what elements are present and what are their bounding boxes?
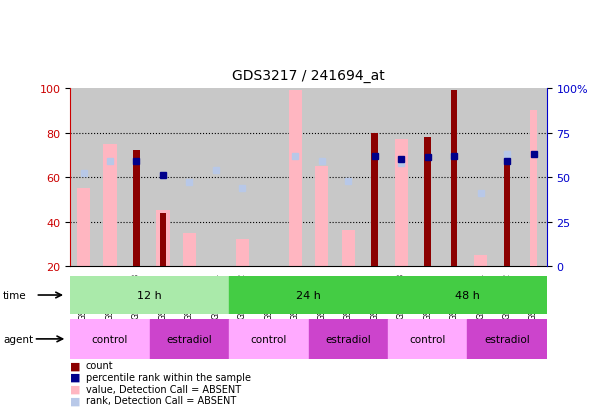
Bar: [159, 213, 166, 266]
Bar: [229, 89, 255, 266]
Text: ■: ■: [70, 361, 81, 370]
Text: control: control: [409, 334, 446, 344]
Bar: [77, 189, 90, 266]
Bar: [183, 233, 196, 266]
Text: ■: ■: [70, 384, 81, 394]
Bar: [309, 319, 388, 359]
Text: time: time: [3, 290, 27, 300]
Bar: [530, 111, 537, 266]
Bar: [123, 89, 150, 266]
Bar: [388, 89, 414, 266]
Bar: [388, 277, 547, 314]
Text: GDS3217 / 241694_at: GDS3217 / 241694_at: [232, 69, 385, 83]
Text: rank, Detection Call = ABSENT: rank, Detection Call = ABSENT: [86, 395, 236, 405]
Bar: [474, 255, 488, 266]
Bar: [521, 89, 547, 266]
Bar: [451, 91, 458, 266]
Bar: [371, 133, 378, 266]
Bar: [150, 89, 176, 266]
Bar: [229, 319, 309, 359]
Bar: [504, 164, 510, 266]
Bar: [335, 89, 362, 266]
Text: percentile rank within the sample: percentile rank within the sample: [86, 372, 251, 382]
Bar: [342, 231, 355, 266]
Bar: [467, 319, 547, 359]
Bar: [315, 166, 329, 266]
Text: ■: ■: [70, 372, 81, 382]
Bar: [494, 89, 521, 266]
Bar: [441, 89, 467, 266]
Bar: [289, 91, 302, 266]
Text: 48 h: 48 h: [455, 290, 480, 300]
Bar: [150, 319, 229, 359]
Text: 12 h: 12 h: [137, 290, 162, 300]
Text: count: count: [86, 361, 113, 370]
Bar: [255, 89, 282, 266]
Bar: [103, 144, 117, 266]
Text: estradiol: estradiol: [167, 334, 212, 344]
Text: control: control: [251, 334, 287, 344]
Text: value, Detection Call = ABSENT: value, Detection Call = ABSENT: [86, 384, 241, 394]
Bar: [467, 89, 494, 266]
Text: estradiol: estradiol: [326, 334, 371, 344]
Bar: [362, 89, 388, 266]
Text: control: control: [92, 334, 128, 344]
Bar: [282, 89, 309, 266]
Bar: [70, 89, 97, 266]
Bar: [133, 151, 140, 266]
Bar: [70, 277, 229, 314]
Bar: [97, 89, 123, 266]
Text: agent: agent: [3, 334, 33, 344]
Bar: [309, 89, 335, 266]
Bar: [229, 277, 388, 314]
Bar: [176, 89, 203, 266]
Bar: [388, 319, 467, 359]
Bar: [203, 89, 229, 266]
Text: estradiol: estradiol: [485, 334, 530, 344]
Text: ■: ■: [70, 395, 81, 405]
Bar: [70, 319, 150, 359]
Bar: [156, 211, 170, 266]
Bar: [425, 138, 431, 266]
Text: 24 h: 24 h: [296, 290, 321, 300]
Bar: [236, 240, 249, 266]
Bar: [414, 89, 441, 266]
Bar: [395, 140, 408, 266]
